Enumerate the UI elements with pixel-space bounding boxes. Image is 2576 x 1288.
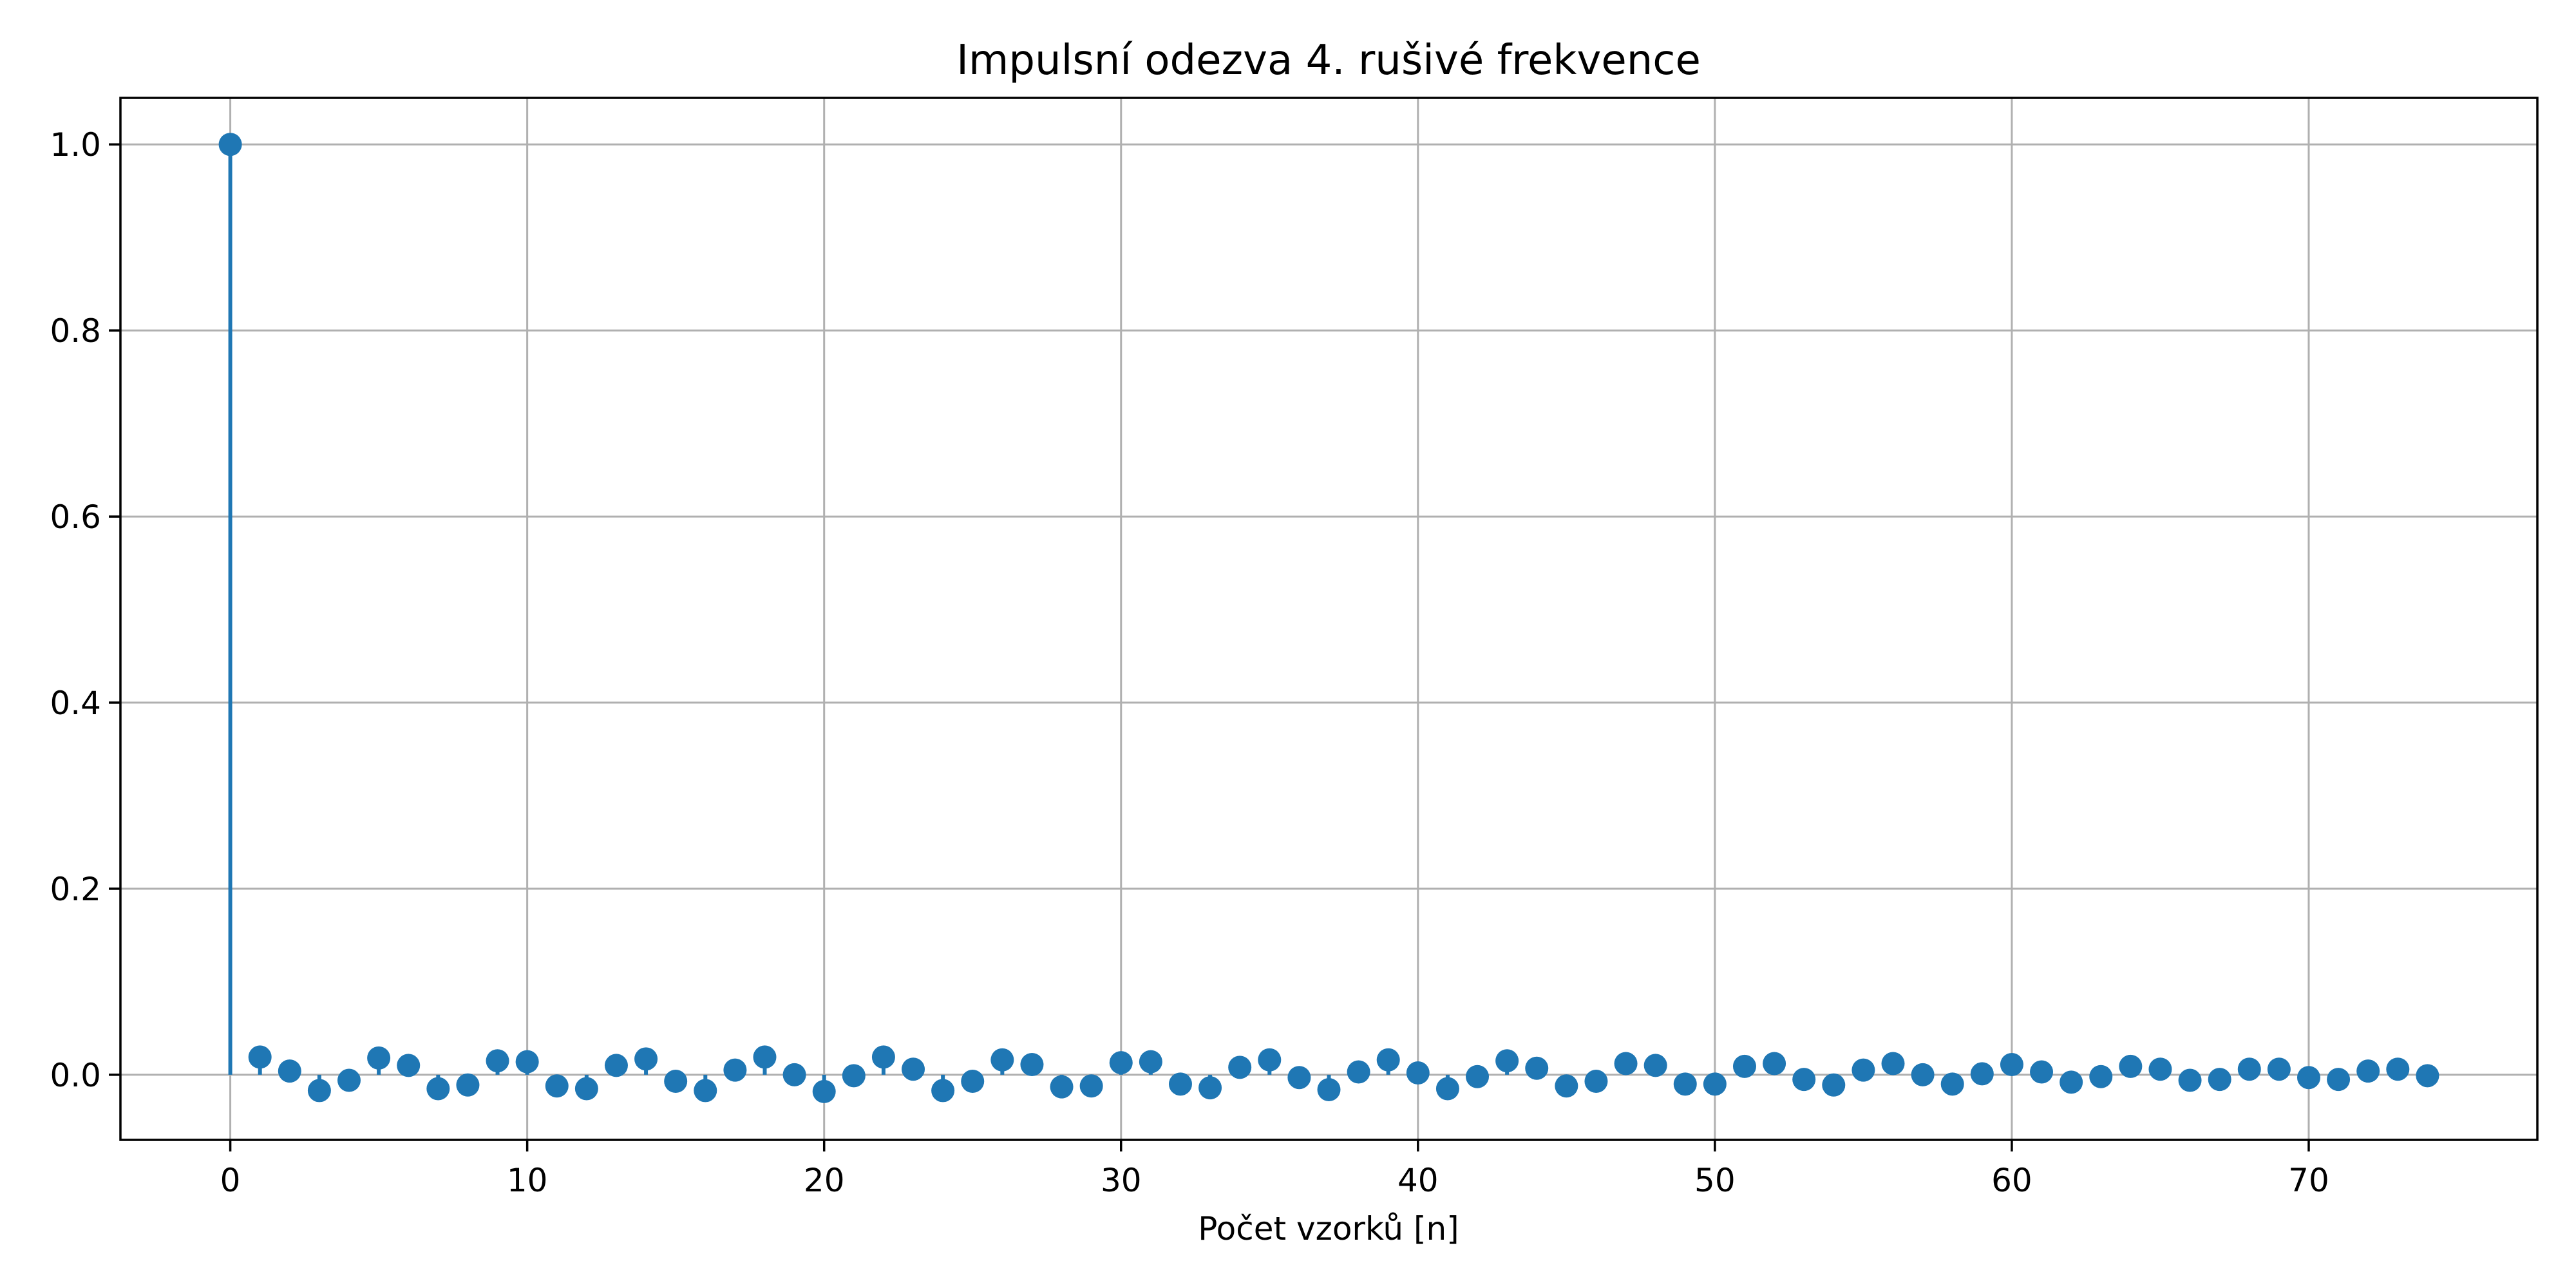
y-tick-label: 0.8 <box>50 312 101 350</box>
stem-marker <box>1555 1074 1578 1098</box>
stem-marker <box>990 1048 1014 1072</box>
stem-marker <box>2327 1068 2351 1092</box>
stem-marker <box>723 1058 747 1082</box>
stem-marker <box>367 1046 391 1070</box>
stem-marker <box>545 1074 569 1098</box>
stem-marker <box>1139 1050 1162 1074</box>
x-tick-label: 40 <box>1397 1162 1439 1199</box>
stem-marker <box>2237 1057 2261 1081</box>
stem-marker <box>218 133 242 156</box>
stem-marker <box>515 1050 539 1074</box>
stem-marker <box>1287 1066 1311 1090</box>
stem-marker <box>902 1057 925 1081</box>
stem-marker <box>1109 1051 1133 1075</box>
stem-marker <box>1732 1054 1756 1078</box>
stem-marker <box>1525 1056 1549 1080</box>
x-tick-label: 70 <box>2288 1162 2329 1199</box>
stem-marker <box>1822 1073 1846 1097</box>
stem-marker <box>1673 1072 1697 1096</box>
stem-marker <box>1643 1054 1667 1077</box>
x-axis-ticks: 0 10 20 30 40 50 60 70 <box>220 1140 2329 1199</box>
stem-marker <box>2000 1052 2023 1076</box>
x-tick-label: 10 <box>507 1162 548 1199</box>
y-tick-label: 0.4 <box>50 685 101 722</box>
stem-marker <box>694 1079 717 1103</box>
stem-marker <box>1466 1065 1490 1088</box>
stem-marker <box>2416 1064 2439 1088</box>
grid-lines <box>120 98 2537 1140</box>
stem-marker <box>1495 1049 1519 1073</box>
stem-marker <box>782 1063 806 1086</box>
stem-marker <box>2030 1060 2054 1084</box>
stem-marker <box>842 1064 866 1088</box>
stem-marker <box>1911 1063 1935 1086</box>
stem-marker <box>2267 1057 2291 1081</box>
stem-marker <box>2119 1054 2143 1078</box>
x-tick-label: 30 <box>1101 1162 1142 1199</box>
stem-marker <box>664 1069 688 1093</box>
stem-marker <box>1258 1048 1282 1072</box>
stem-marker <box>1079 1074 1103 1098</box>
stem-marker <box>1228 1056 1252 1079</box>
stem-marker <box>1406 1061 1430 1084</box>
stem-marker <box>2178 1068 2202 1092</box>
stem-marker <box>397 1054 421 1077</box>
stem-marker <box>1198 1076 1222 1100</box>
stem-marker <box>604 1054 628 1077</box>
stem-marker <box>2386 1057 2410 1081</box>
stem-marker <box>1376 1048 1400 1072</box>
chart-title: Impulsní odezva 4. rušivé frekvence <box>956 37 1701 84</box>
stem-marker <box>1584 1069 1608 1093</box>
stem-marker <box>961 1069 985 1093</box>
stem-marker <box>1020 1052 1044 1076</box>
stem-marker <box>634 1047 658 1071</box>
stem-marker <box>2089 1065 2113 1088</box>
stem-marker <box>1881 1052 1905 1075</box>
x-tick-label: 60 <box>1991 1162 2032 1199</box>
y-tick-label: 0.2 <box>50 871 101 908</box>
stem-marker <box>307 1079 331 1103</box>
stem-marker <box>1435 1077 1459 1101</box>
stem-marker <box>1168 1072 1192 1096</box>
stem-marker <box>1792 1068 1816 1092</box>
stem-marker <box>753 1045 777 1069</box>
stem-marker <box>1763 1052 1786 1075</box>
stem-marker <box>871 1045 895 1069</box>
stem-marker <box>1940 1072 1964 1096</box>
stem-marker <box>1852 1058 1875 1082</box>
stem-marker <box>1050 1075 1074 1099</box>
stem-marker <box>2148 1057 2172 1081</box>
stem-marker <box>1614 1052 1638 1075</box>
stem-marker <box>931 1079 955 1103</box>
stem-markers <box>218 133 2439 1103</box>
x-tick-label: 50 <box>1694 1162 1736 1199</box>
stem-marker <box>426 1077 450 1101</box>
stem-marker <box>1970 1062 1994 1086</box>
stem-marker <box>486 1049 509 1073</box>
stem-marker <box>2208 1068 2231 1092</box>
y-axis-ticks: 0.0 0.2 0.4 0.6 0.8 1.0 <box>50 126 120 1094</box>
plot-area-frame <box>119 97 2539 1141</box>
stem-marker <box>2060 1070 2083 1094</box>
x-tick-label: 20 <box>804 1162 845 1199</box>
stem-marker <box>1703 1072 1727 1096</box>
stem-marker <box>2356 1059 2380 1083</box>
stem-marker <box>248 1045 272 1069</box>
stem-marker <box>456 1073 480 1097</box>
x-tick-label: 0 <box>220 1162 241 1199</box>
stem-marker <box>1347 1060 1370 1084</box>
y-tick-label: 0.6 <box>50 498 101 536</box>
stem-marker <box>1317 1077 1341 1101</box>
stem-marker <box>337 1068 361 1092</box>
stem-marker <box>574 1077 598 1101</box>
x-axis-label: Počet vzorků [n] <box>1198 1210 1459 1247</box>
y-tick-label: 0.0 <box>50 1057 101 1094</box>
stem-marker <box>2297 1066 2320 1090</box>
y-tick-label: 1.0 <box>50 126 101 164</box>
stem-marker <box>278 1059 301 1083</box>
stem-marker <box>812 1079 836 1103</box>
